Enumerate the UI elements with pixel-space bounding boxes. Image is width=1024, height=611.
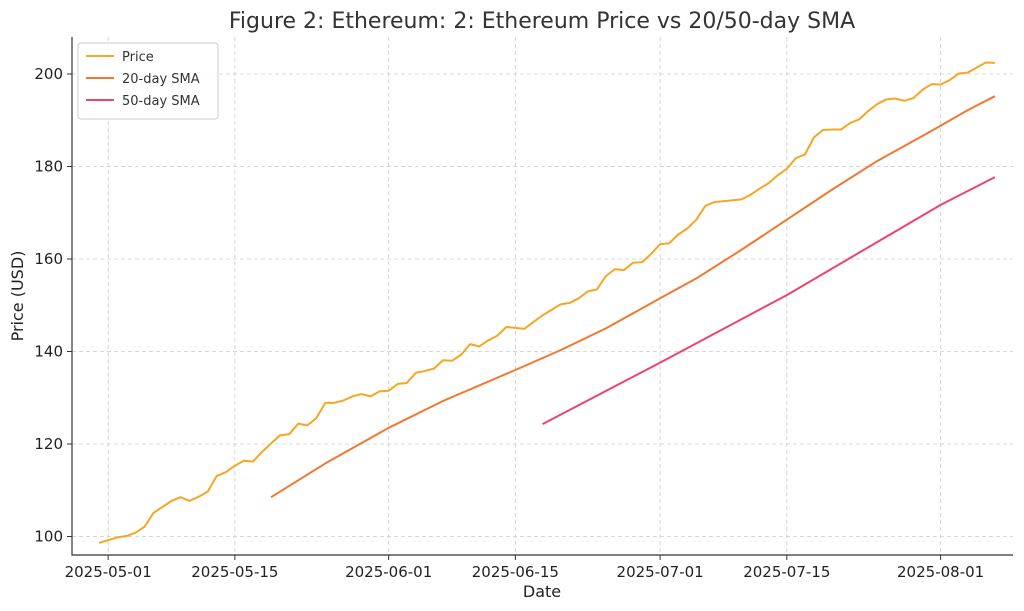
legend-label: 50-day SMA	[122, 94, 200, 109]
x-tick-label: 2025-05-01	[65, 563, 152, 581]
tick-labels: 2025-05-01 2025-05-15 2025-06-01 2025-06-15…	[34, 65, 984, 581]
series-line-2	[270, 95, 996, 499]
grid	[72, 37, 1013, 555]
legend-label: 20-day SMA	[122, 72, 200, 87]
x-tick-label: 2025-07-01	[617, 563, 704, 581]
y-axis-label: Price (USD)	[8, 251, 27, 342]
series-line-1	[98, 61, 995, 544]
x-tick-label: 2025-06-01	[345, 563, 432, 581]
y-tick-label: 180	[34, 158, 63, 176]
x-tick-label: 2025-07-15	[743, 563, 830, 581]
x-axis-label: Date	[523, 582, 561, 601]
legend-label: Price	[122, 50, 154, 65]
y-tick-label: 120	[34, 435, 63, 453]
axis-spines	[71, 37, 1013, 556]
axes	[67, 37, 1013, 560]
y-tick-label: 100	[34, 528, 63, 546]
y-tick-label: 140	[34, 343, 63, 361]
series-lines	[98, 61, 996, 544]
chart-title: Figure 2: Ethereum: 2: Ethereum Price vs…	[229, 9, 855, 34]
x-tick-label: 2025-05-15	[191, 563, 278, 581]
x-tick-label: 2025-06-15	[472, 563, 559, 581]
x-tick-label: 2025-08-01	[897, 563, 984, 581]
y-tick-label: 200	[34, 65, 63, 83]
legend: Price 20-day SMA 50-day SMA	[77, 42, 219, 120]
y-tick-label: 160	[34, 250, 63, 268]
series-line-3	[542, 176, 996, 425]
